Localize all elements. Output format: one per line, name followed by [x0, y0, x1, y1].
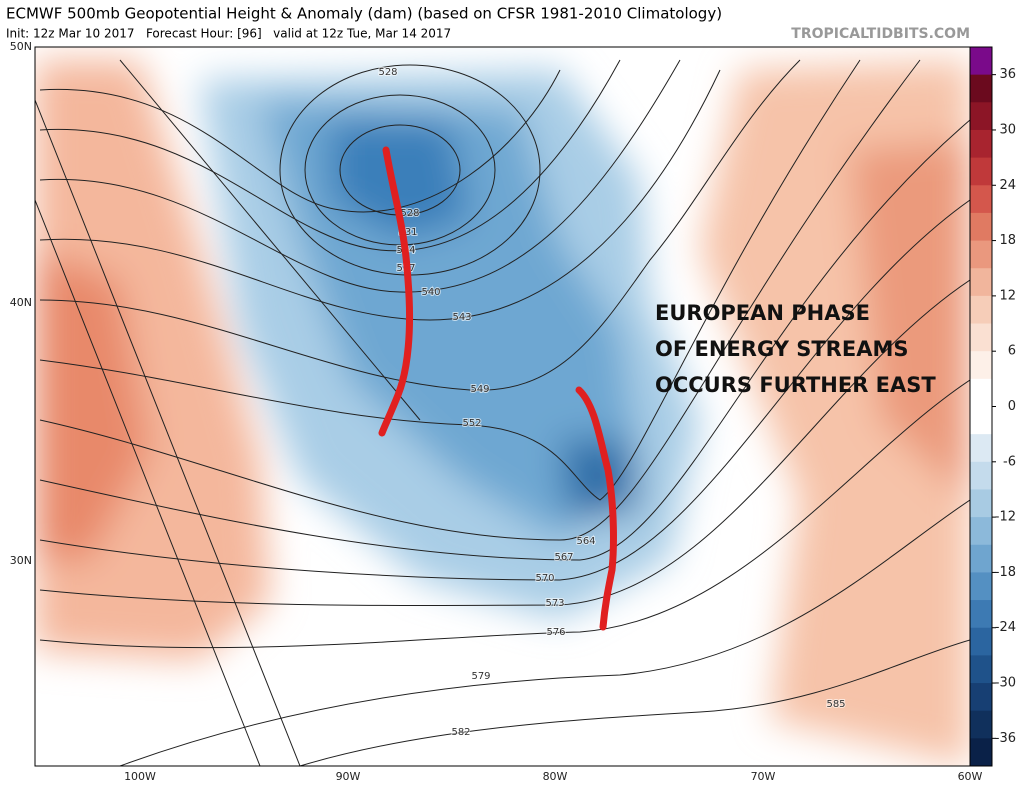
colorbar-band [970, 185, 992, 214]
colorbar-band [970, 74, 992, 103]
annotation-line: OF ENERGY STREAMS [655, 337, 908, 361]
colorbar-band [970, 240, 992, 269]
contour-label: 540 [421, 287, 440, 298]
source: TROPICALTIDBITS.COM [791, 26, 970, 42]
colorbar-band [970, 406, 992, 435]
colorbar-band [970, 683, 992, 712]
colorbar-tick-label: -30 [995, 676, 1016, 691]
colorbar-band [970, 157, 992, 186]
contour-label: 582 [451, 727, 470, 738]
contour-label: 528 [378, 67, 397, 78]
contour-label: 579 [471, 671, 490, 682]
colorbar-band [970, 461, 992, 490]
colorbar-band [970, 323, 992, 352]
colorbar-band [970, 351, 992, 380]
lon-label: 60W [958, 770, 983, 783]
contour-label: 552 [462, 418, 481, 429]
annotation: EUROPEAN PHASE OF ENERGY STREAMS OCCURS … [655, 301, 936, 397]
colorbar-band [970, 544, 992, 573]
lat-label: 40N [10, 296, 32, 309]
contour-label: 576 [546, 627, 565, 638]
contour-label: 564 [576, 536, 595, 547]
contours [35, 59, 970, 766]
colorbar-band [970, 295, 992, 325]
colorbar-band [970, 710, 992, 739]
colorbar-band [970, 738, 992, 767]
contour-label: 585 [826, 699, 845, 710]
contour-label: 543 [452, 312, 471, 323]
colorbar-tick-label: -18 [995, 565, 1016, 580]
colorbar-band [970, 268, 992, 297]
colorbar-tick-label: -36 [995, 731, 1016, 746]
lon-label: 90W [336, 770, 361, 783]
colorbar-tick-label: 0 [1008, 399, 1016, 414]
colorbar-band [970, 434, 992, 463]
title: ECMWF 500mb Geopotential Height & Anomal… [6, 5, 722, 23]
colorbar-tick-label: 36 [999, 67, 1016, 82]
map: 528 528 531 534 537 540 543 549 552 564 … [35, 47, 970, 766]
lat-labels: 50N 40N 30N [10, 40, 32, 567]
colorbar-tick-label: 30 [999, 122, 1016, 137]
annotation-line: OCCURS FURTHER EAST [655, 373, 936, 397]
colorbar-band [970, 655, 992, 684]
colorbar-band [970, 102, 992, 131]
colorbar-band [970, 129, 992, 159]
lon-label: 100W [124, 770, 156, 783]
colorbar-tick-label: -12 [995, 510, 1016, 525]
lon-labels: 100W 90W 80W 70W 60W [124, 770, 982, 783]
colorbar: 36 30 24 18 12 6 0 -6 -12 -18 -24 -30 -36 [969, 46, 1016, 767]
colorbar-band [970, 47, 992, 76]
colorbar-band [970, 627, 992, 656]
lon-label: 80W [543, 770, 568, 783]
colorbar-band [970, 378, 992, 407]
colorbar-band [970, 212, 992, 242]
colorbar-tick-label: 24 [999, 178, 1016, 193]
lat-label: 50N [10, 40, 32, 53]
contour-label: 549 [470, 384, 489, 395]
colorbar-band [970, 600, 992, 629]
subtitle: Init: 12z Mar 10 2017 Forecast Hour: [96… [6, 27, 451, 41]
red-axis-lines [378, 146, 617, 631]
colorbar-tick-label: 6 [1008, 344, 1016, 359]
contour-label: 567 [554, 552, 573, 563]
contour-label: 573 [545, 598, 564, 609]
colorbar-tick-label: 18 [999, 233, 1016, 248]
colorbar-band [970, 489, 992, 518]
anomaly-shading [35, 60, 970, 766]
annotation-line: EUROPEAN PHASE [655, 301, 870, 325]
colorbar-tick-label: 12 [999, 288, 1016, 303]
colorbar-tick-label: -24 [995, 620, 1016, 635]
contour-label: 570 [535, 573, 554, 584]
contour-label: 528 [400, 208, 419, 219]
colorbar-tick-label: -6 [1003, 454, 1016, 469]
colorbar-band [970, 517, 992, 546]
lat-label: 30N [10, 554, 32, 567]
colorbar-band [970, 572, 992, 601]
lon-label: 70W [751, 770, 776, 783]
